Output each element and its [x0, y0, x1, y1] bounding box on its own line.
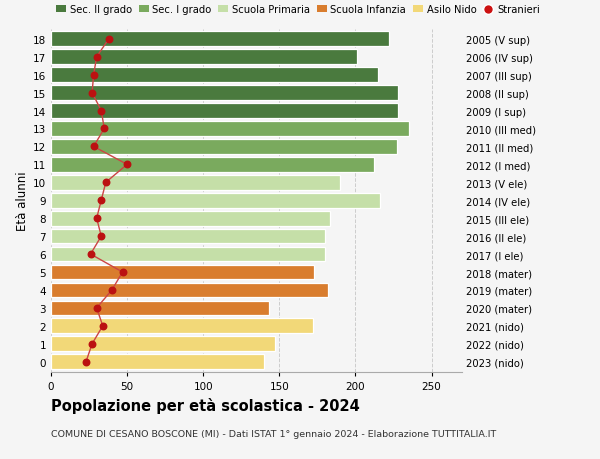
Bar — [51, 68, 378, 83]
Bar — [51, 86, 398, 101]
Point — [104, 36, 113, 43]
Point — [88, 341, 97, 348]
Point — [92, 215, 101, 223]
Bar — [51, 32, 389, 47]
Point — [89, 72, 98, 79]
Bar — [51, 122, 409, 136]
Point — [118, 269, 127, 276]
Bar — [51, 337, 275, 352]
Bar — [51, 157, 374, 172]
Point — [88, 90, 97, 97]
Y-axis label: Età alunni: Età alunni — [16, 171, 29, 230]
Text: COMUNE DI CESANO BOSCONE (MI) - Dati ISTAT 1° gennaio 2024 - Elaborazione TUTTIT: COMUNE DI CESANO BOSCONE (MI) - Dati IST… — [51, 429, 496, 438]
Text: Popolazione per età scolastica - 2024: Popolazione per età scolastica - 2024 — [51, 397, 360, 413]
Point — [89, 143, 98, 151]
Point — [81, 358, 91, 366]
Point — [98, 323, 107, 330]
Point — [86, 251, 95, 258]
Bar — [51, 176, 340, 190]
Point — [97, 197, 106, 205]
Bar — [51, 50, 357, 65]
Point — [107, 287, 116, 294]
Point — [92, 305, 101, 312]
Bar — [51, 283, 328, 298]
Bar — [51, 265, 314, 280]
Point — [100, 125, 109, 133]
Bar — [51, 140, 397, 154]
Point — [101, 179, 110, 186]
Point — [92, 54, 101, 61]
Bar — [51, 212, 329, 226]
Bar — [51, 319, 313, 334]
Bar — [51, 230, 325, 244]
Bar — [51, 301, 269, 316]
Legend: Sec. II grado, Sec. I grado, Scuola Primaria, Scuola Infanzia, Asilo Nido, Stran: Sec. II grado, Sec. I grado, Scuola Prim… — [56, 5, 539, 15]
Point — [122, 161, 132, 168]
Bar — [51, 104, 398, 118]
Bar — [51, 355, 264, 369]
Point — [97, 233, 106, 241]
Bar — [51, 247, 325, 262]
Point — [97, 107, 106, 115]
Bar — [51, 194, 380, 208]
